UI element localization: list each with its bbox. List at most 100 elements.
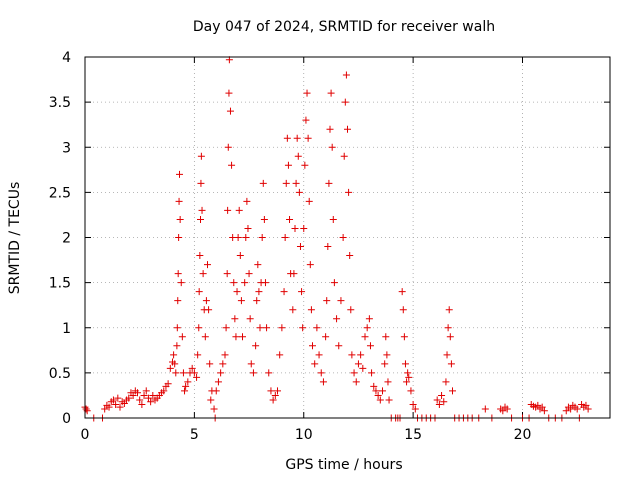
data-point [342,71,350,79]
data-point [292,179,300,187]
y-tick-label: 2.5 [49,185,71,201]
data-point [481,405,489,413]
data-point [276,351,284,359]
data-point [300,224,308,232]
data-point [254,261,262,269]
data-point [445,306,453,314]
data-point [256,324,264,332]
data-point [339,234,347,241]
data-point [144,394,152,402]
data-point [160,387,168,395]
data-point [252,342,260,350]
data-point [129,391,137,399]
y-tick-label: 1 [62,321,71,337]
data-point [446,333,454,341]
data-point [174,297,182,305]
data-point [205,306,213,314]
data-point [303,89,311,97]
data-point [286,215,294,223]
y-tick-label: 4 [62,50,71,66]
data-point [582,401,590,409]
x-tick-label: 15 [404,427,422,443]
data-point [237,297,245,305]
data-point [433,396,441,404]
data-point [235,206,243,214]
data-point [382,333,390,341]
data-point [280,288,288,296]
data-point [176,215,184,223]
y-tick-label: 1.5 [49,276,71,292]
data-point [325,179,333,187]
data-point [444,324,452,332]
data-point [173,324,181,332]
data-point [253,297,261,305]
data-point [333,315,341,323]
data-point [101,405,109,413]
data-point [255,288,263,296]
data-point [400,333,408,341]
data-point [188,364,196,372]
data-point [299,324,307,332]
data-point [231,315,239,323]
data-point [335,342,343,350]
data-point [197,215,204,223]
data-point [265,369,273,377]
data-point [282,179,290,187]
data-point [329,215,337,223]
data-point [399,306,407,314]
data-point [176,170,183,178]
data-point [584,405,592,413]
data-point [82,405,90,413]
data-point [323,297,331,305]
data-point [242,234,250,241]
data-point [411,405,419,413]
data-point [447,360,455,368]
data-point [381,360,389,368]
data-point [340,152,348,160]
data-point [449,387,456,395]
data-point [440,398,448,406]
data-point [372,387,380,395]
data-point [195,324,203,332]
data-point [149,391,157,399]
data-point [195,288,203,296]
data-point [197,152,205,160]
data-point [170,351,178,359]
data-point [164,380,172,388]
data-point [330,279,338,287]
data-point [405,373,413,381]
data-point [283,134,291,142]
data-point [173,342,181,350]
data-point [271,391,279,399]
data-point [291,224,299,232]
data-point [224,143,232,151]
data-point [294,152,302,160]
x-tick-label: 0 [81,427,90,443]
data-point [376,396,384,404]
data-point [540,407,548,415]
data-point [370,382,378,390]
data-point [361,333,369,341]
data-point [202,297,210,305]
x-tick-label: 10 [295,427,313,443]
data-point [298,288,306,296]
data-point [290,270,298,278]
data-point [435,400,443,408]
data-point [503,405,511,413]
data-point [125,394,133,402]
data-point [136,396,144,404]
data-point [324,243,332,251]
data-point [352,378,360,386]
y-axis-label: SRMTID / TECUs [7,182,23,295]
data-point [177,279,185,287]
data-points [81,56,592,422]
data-point [199,270,207,278]
data-point [236,252,244,260]
data-point [174,270,182,278]
data-point [443,351,451,359]
data-point [210,405,218,413]
data-point [401,360,409,368]
data-point [404,369,412,377]
data-point [322,333,330,341]
